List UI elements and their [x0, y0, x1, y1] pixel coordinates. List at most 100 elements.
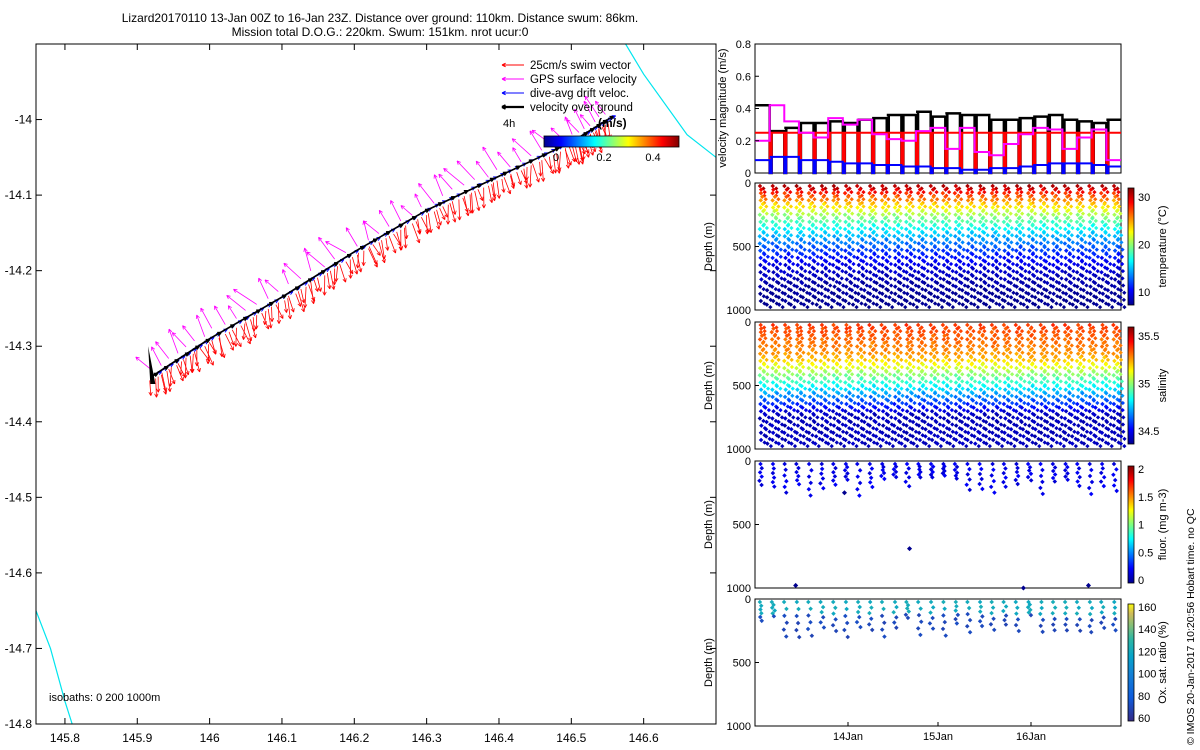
- temperature-dot: [994, 189, 999, 195]
- temperature-dot: [823, 294, 828, 299]
- temperature-dot: [995, 218, 1001, 223]
- dog-vector: [513, 165, 521, 170]
- temperature-dot: [1106, 295, 1111, 300]
- temperature-dot: [1076, 248, 1081, 253]
- temperature-dot: [1103, 230, 1108, 235]
- temperature-dot: [1051, 262, 1056, 268]
- temperature-dot: [1115, 230, 1120, 235]
- oxygen-colorbar: [1127, 603, 1135, 722]
- salinity-dot: [790, 400, 795, 406]
- temperature-dot: [904, 298, 909, 304]
- salinity-dot: [772, 333, 778, 339]
- salinity-dot: [765, 379, 770, 384]
- temperature-dot: [767, 276, 772, 281]
- temperature-dot: [1068, 259, 1073, 264]
- temperature-dot: [953, 262, 959, 268]
- temperature-dot: [771, 262, 776, 268]
- salinity-dot: [783, 387, 788, 392]
- salinity-dot: [772, 362, 778, 367]
- salinity-dot: [784, 326, 789, 331]
- salinity-dot: [771, 326, 776, 331]
- temperature-dot: [1019, 204, 1024, 209]
- swim-vector: [276, 302, 282, 324]
- temperature-dot: [763, 259, 768, 264]
- temperature-dot: [778, 247, 784, 252]
- temperature-dot: [904, 269, 909, 275]
- temperature-dot: [1116, 189, 1121, 195]
- salinity-dot: [795, 387, 800, 392]
- salinity-dot: [794, 373, 800, 378]
- temperature-dot: [961, 261, 966, 267]
- temperature-dot: [1038, 255, 1044, 261]
- salinity-dot: [783, 329, 788, 335]
- temperature-dot: [1113, 194, 1118, 200]
- temperature-dot: [1093, 287, 1099, 293]
- temperature-dot: [1081, 287, 1086, 293]
- temperature-dot: [1044, 287, 1049, 293]
- gps-vector: [482, 146, 498, 170]
- temperature-dot: [1120, 247, 1125, 252]
- temperature-dot: [990, 255, 995, 261]
- swim-vector: [339, 263, 347, 283]
- temperature-dot: [1112, 234, 1118, 239]
- gps-vector: [579, 114, 591, 127]
- temperature-dot: [800, 218, 805, 223]
- temperature-dot: [997, 225, 1002, 231]
- temperature-dot: [812, 189, 817, 195]
- temperature-dot: [970, 273, 975, 279]
- temperature-dot: [972, 225, 978, 231]
- temperature-dot: [832, 284, 837, 289]
- temperature-dot: [824, 218, 830, 223]
- temperature-dot: [1010, 247, 1015, 252]
- temperature-dot: [1030, 223, 1035, 228]
- speed-colorbar-tick-0: 0: [553, 152, 559, 164]
- temperature-dot: [825, 302, 831, 307]
- temperature-dot: [1068, 287, 1074, 293]
- salinity-dot: [789, 426, 794, 432]
- temperature-dot: [1118, 302, 1124, 307]
- temperature-dot: [1007, 266, 1013, 271]
- dog-vector: [474, 183, 482, 189]
- salinity-dot: [763, 412, 768, 418]
- temperature-dot: [898, 295, 904, 300]
- temperature-dot: [1112, 277, 1118, 282]
- temperature-dot: [790, 269, 795, 274]
- temperature-dot: [1065, 208, 1070, 214]
- temperature-dot: [921, 273, 927, 279]
- gps-vector: [200, 307, 213, 329]
- salinity-dot: [764, 343, 769, 348]
- temperature-dot: [764, 295, 770, 300]
- temperature-dot: [1050, 219, 1055, 225]
- temperature-dot: [983, 218, 989, 223]
- temperature-dot: [812, 280, 818, 286]
- swim-vector: [269, 306, 275, 322]
- temperature-dot: [812, 295, 818, 300]
- salinity-dot: [758, 322, 763, 328]
- temperature-dot: [1095, 261, 1100, 267]
- salinity-dot: [786, 391, 792, 396]
- temperature-dot: [1014, 262, 1020, 268]
- temperature-dot: [990, 298, 996, 304]
- temperature-dot: [892, 284, 898, 289]
- temperature-dot: [890, 304, 895, 310]
- salinity-dot: [780, 443, 785, 449]
- temperature-dot: [827, 269, 832, 274]
- temperature-dot: [978, 298, 983, 304]
- temperature-dot: [961, 247, 966, 252]
- temperature-dot: [802, 240, 807, 245]
- salinity-dot: [800, 343, 805, 348]
- temperature-dot: [914, 304, 920, 310]
- salinity-dot: [797, 362, 802, 367]
- dog-vector: [600, 119, 608, 125]
- temperature-dot: [775, 211, 781, 216]
- salinity-dot: [788, 405, 793, 410]
- temperature-dot: [810, 301, 815, 306]
- temperature-dot: [1082, 225, 1087, 231]
- temperature-dot: [816, 297, 821, 303]
- temperature-dot: [1046, 247, 1051, 252]
- temperature-dot: [1112, 255, 1118, 261]
- temperature-dot: [908, 189, 914, 195]
- temperature-dot: [1095, 240, 1100, 245]
